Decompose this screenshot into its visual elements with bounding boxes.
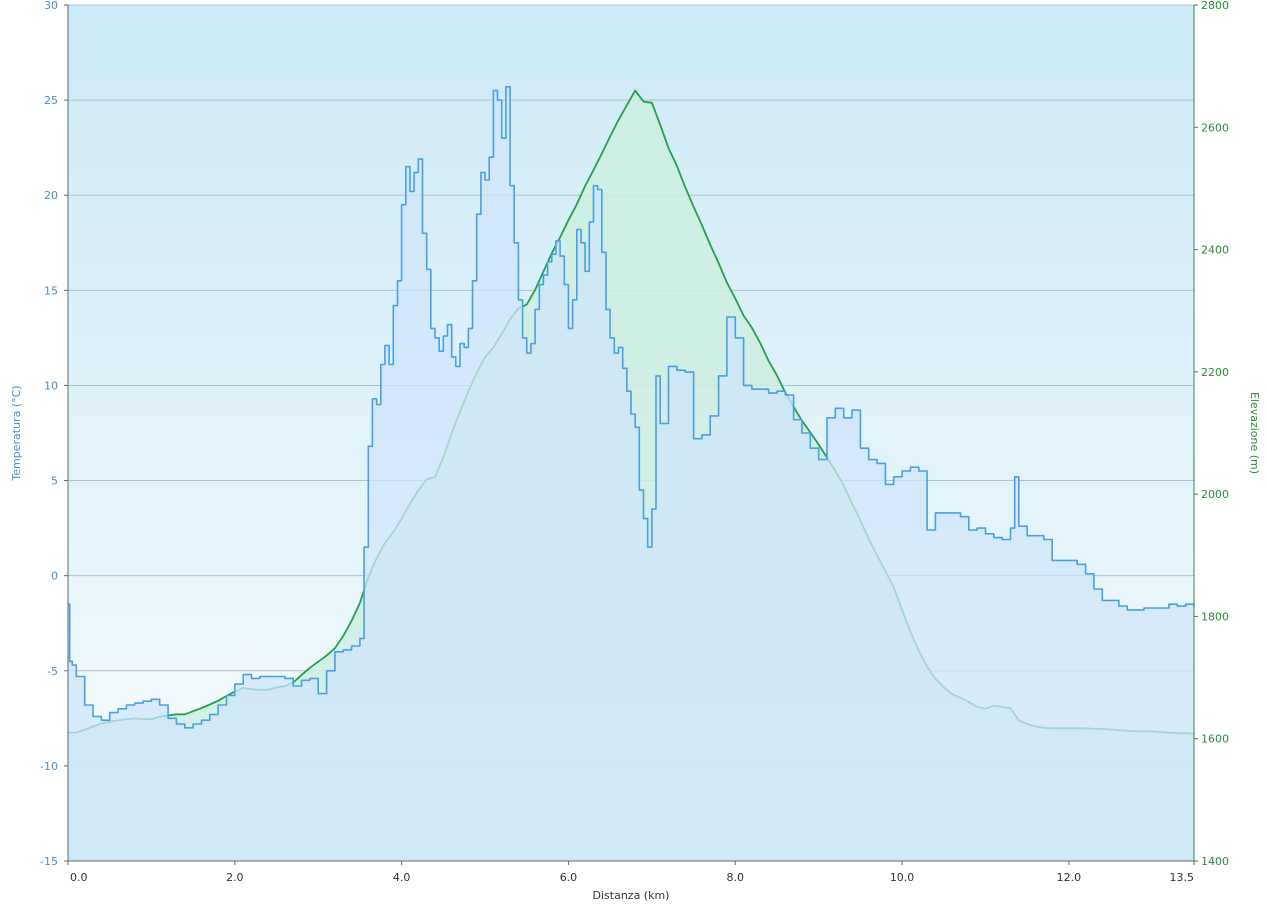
tick-label: 2200 [1201,366,1229,379]
tick-label: -5 [47,665,58,678]
axes [67,5,1195,862]
tick-label: 1400 [1201,855,1229,868]
x-axis-ticks: 0.0 2.0 4.0 6.0 8.0 10.0 12.0 13.5 [67,861,1195,884]
tick-label: 1800 [1201,610,1229,623]
y-axis-right-title: Elevazione (m) [1248,392,1261,474]
tick-label: 2800 [1201,0,1229,12]
tick-label: 20 [44,189,58,202]
tick-label: 5 [51,475,58,488]
left-axis-ticks: -15 -10 -5 0 5 10 15 20 25 30 [40,0,68,868]
tick-label: 0.0 [70,871,88,884]
tick-label: 0 [51,570,58,583]
tick-label: 2.0 [226,871,244,884]
tick-label: 15 [44,284,58,297]
tick-label: 10 [44,379,58,392]
series-layer [68,86,1195,862]
tick-label: 10.0 [890,871,915,884]
tick-label: -15 [40,855,58,868]
tick-label: 2400 [1201,244,1229,257]
tick-label: 13.5 [1170,871,1195,884]
tick-label: -10 [40,760,58,773]
tick-label: 2000 [1201,488,1229,501]
tick-label: 6.0 [560,871,578,884]
tick-label: 8.0 [727,871,745,884]
tick-label: 25 [44,94,58,107]
tick-label: 30 [44,0,58,12]
right-axis-ticks: 1400 1600 1800 2000 2200 2400 2600 2800 [1194,0,1229,868]
tick-label: 4.0 [393,871,411,884]
tick-label: 2600 [1201,121,1229,134]
series-area-temperatura [68,86,1194,862]
series-line-temperatura [68,86,1195,729]
x-axis-title: Distanza (km) [593,889,670,902]
y-axis-left-title: Temperatura (°C) [10,385,23,481]
tick-label: 12.0 [1057,871,1082,884]
tick-label: 1600 [1201,733,1229,746]
